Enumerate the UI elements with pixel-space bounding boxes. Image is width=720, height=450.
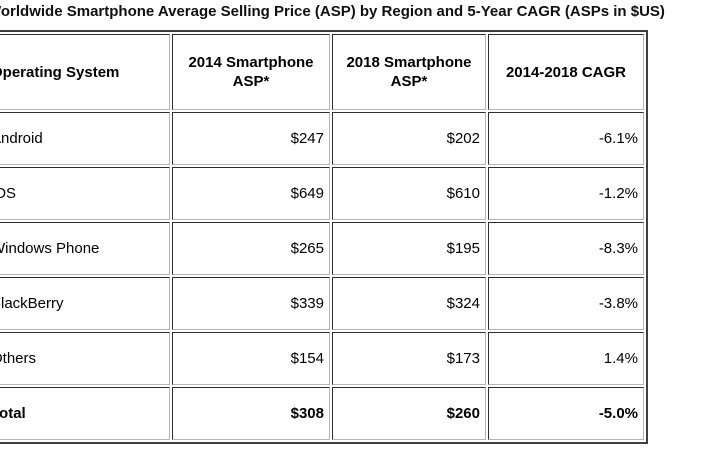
column-header-cagr: 2014-2018 CAGR [488,34,644,110]
column-header-operating-system: Operating System [0,34,170,110]
chart-title: Worldwide Smartphone Average Selling Pri… [0,3,665,20]
os-cell: Total [0,387,170,440]
asp-2014-cell: $247 [172,112,330,165]
table-row-blackberry: BlackBerry $339 $324 -3.8% [0,277,644,330]
cagr-cell: -6.1% [488,112,644,165]
cagr-cell: -5.0% [488,387,644,440]
asp-2018-cell: $173 [332,332,486,385]
asp-2014-cell: $154 [172,332,330,385]
os-cell: iOS [0,167,170,220]
column-header-2014-asp: 2014 Smartphone ASP* [172,34,330,110]
asp-2018-cell: $202 [332,112,486,165]
asp-2018-cell: $324 [332,277,486,330]
os-cell: BlackBerry [0,277,170,330]
asp-2014-cell: $339 [172,277,330,330]
os-cell: Android [0,112,170,165]
asp-2014-cell: $265 [172,222,330,275]
asp-2014-cell: $308 [172,387,330,440]
cagr-cell: -1.2% [488,167,644,220]
table-row-ios: iOS $649 $610 -1.2% [0,167,644,220]
os-cell: Others [0,332,170,385]
cagr-cell: 1.4% [488,332,644,385]
asp-2014-cell: $649 [172,167,330,220]
table-row-total: Total $308 $260 -5.0% [0,387,644,440]
cagr-cell: -8.3% [488,222,644,275]
column-header-2018-asp: 2018 Smartphone ASP* [332,34,486,110]
table-row-android: Android $247 $202 -6.1% [0,112,644,165]
table-row-others: Others $154 $173 1.4% [0,332,644,385]
asp-2018-cell: $260 [332,387,486,440]
os-cell: Windows Phone [0,222,170,275]
asp-2018-cell: $195 [332,222,486,275]
table-row-windows-phone: Windows Phone $265 $195 -8.3% [0,222,644,275]
cagr-cell: -3.8% [488,277,644,330]
asp-2018-cell: $610 [332,167,486,220]
header-row: Operating System 2014 Smartphone ASP* 20… [0,34,644,110]
asp-table: Operating System 2014 Smartphone ASP* 20… [0,30,648,444]
